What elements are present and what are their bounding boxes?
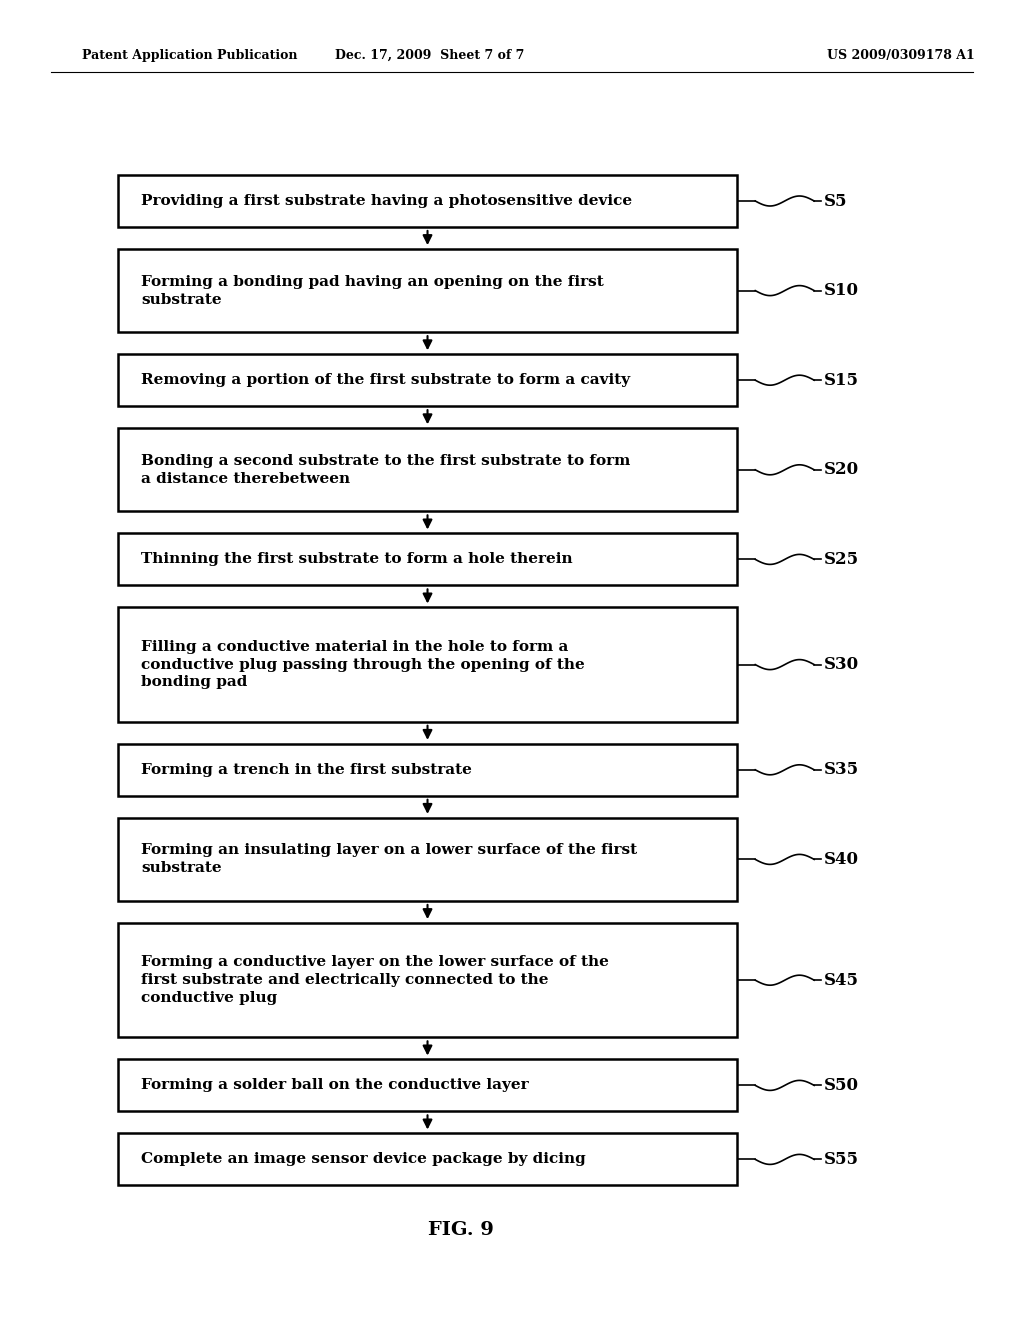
- Text: Patent Application Publication: Patent Application Publication: [82, 49, 297, 62]
- Text: S55: S55: [824, 1151, 859, 1168]
- Text: FIG. 9: FIG. 9: [428, 1221, 494, 1239]
- Text: Thinning the first substrate to form a hole therein: Thinning the first substrate to form a h…: [141, 552, 572, 566]
- Text: S40: S40: [824, 851, 859, 869]
- Text: Forming a solder ball on the conductive layer: Forming a solder ball on the conductive …: [141, 1078, 528, 1093]
- Bar: [118, 1060, 737, 1111]
- Bar: [118, 818, 737, 902]
- Text: Filling a conductive material in the hole to form a
conductive plug passing thro: Filling a conductive material in the hol…: [141, 640, 585, 689]
- Text: Complete an image sensor device package by dicing: Complete an image sensor device package …: [141, 1152, 586, 1167]
- Text: S25: S25: [824, 550, 859, 568]
- Text: Dec. 17, 2009  Sheet 7 of 7: Dec. 17, 2009 Sheet 7 of 7: [336, 49, 524, 62]
- Bar: [118, 923, 737, 1038]
- Text: S20: S20: [824, 461, 859, 478]
- Text: Forming an insulating layer on a lower surface of the first
substrate: Forming an insulating layer on a lower s…: [141, 843, 637, 875]
- Text: Bonding a second substrate to the first substrate to form
a distance therebetwee: Bonding a second substrate to the first …: [141, 454, 631, 486]
- Bar: [118, 176, 737, 227]
- Text: Forming a trench in the first substrate: Forming a trench in the first substrate: [141, 763, 472, 776]
- Text: S10: S10: [824, 282, 859, 300]
- Text: Forming a bonding pad having an opening on the first
substrate: Forming a bonding pad having an opening …: [141, 275, 604, 306]
- Text: Forming a conductive layer on the lower surface of the
first substrate and elect: Forming a conductive layer on the lower …: [141, 956, 609, 1005]
- Bar: [118, 249, 737, 333]
- Text: S5: S5: [824, 193, 848, 210]
- Text: S35: S35: [824, 762, 859, 779]
- Text: S30: S30: [824, 656, 859, 673]
- Bar: [118, 428, 737, 511]
- Text: S45: S45: [824, 972, 859, 989]
- Text: US 2009/0309178 A1: US 2009/0309178 A1: [827, 49, 975, 62]
- Text: Providing a first substrate having a photosensitive device: Providing a first substrate having a pho…: [141, 194, 632, 209]
- Text: S50: S50: [824, 1077, 859, 1094]
- Bar: [118, 743, 737, 796]
- Bar: [118, 354, 737, 407]
- Bar: [118, 607, 737, 722]
- Text: Removing a portion of the first substrate to form a cavity: Removing a portion of the first substrat…: [141, 374, 630, 387]
- Text: S15: S15: [824, 372, 859, 388]
- Bar: [118, 1134, 737, 1185]
- Bar: [118, 533, 737, 585]
